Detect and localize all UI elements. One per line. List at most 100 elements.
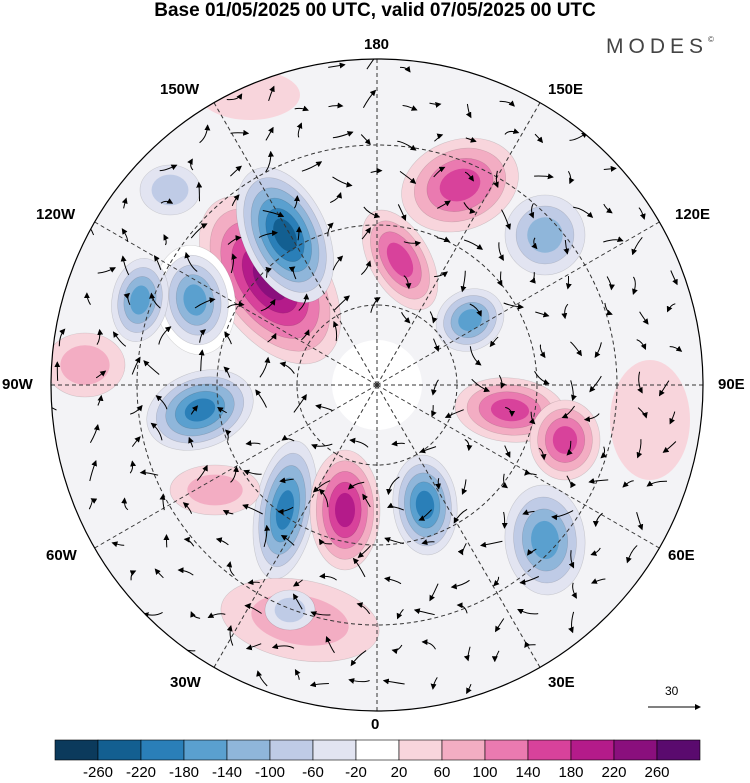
wind-arrow bbox=[294, 105, 309, 112]
wind-arrow bbox=[606, 276, 615, 291]
wind-arrow bbox=[131, 356, 141, 375]
anomaly-contour bbox=[60, 345, 110, 385]
wind-arrow bbox=[534, 370, 550, 385]
brand-mark: © bbox=[708, 35, 714, 44]
wind-arrow bbox=[298, 293, 310, 311]
colorbar-segment bbox=[613, 739, 658, 761]
wind-arrow bbox=[589, 375, 602, 393]
wind-arrow bbox=[265, 150, 274, 173]
wind-arrow bbox=[207, 612, 226, 618]
wind-arrow bbox=[263, 524, 271, 548]
lon-label-60e: 60E bbox=[668, 547, 695, 564]
wind-arrow bbox=[464, 171, 474, 182]
wind-arrow bbox=[215, 537, 229, 546]
wind-arrow bbox=[244, 603, 262, 614]
wind-arrow bbox=[139, 469, 159, 476]
wind-arrow bbox=[498, 242, 504, 261]
wind-arrow bbox=[315, 403, 333, 411]
wind-arrow bbox=[357, 545, 372, 559]
colorbar-tick-label: 140 bbox=[515, 764, 541, 781]
wind-arrow bbox=[524, 469, 537, 476]
colorbar-segment bbox=[441, 739, 486, 761]
wind-arrow bbox=[399, 65, 411, 73]
wind-arrow bbox=[421, 639, 436, 650]
wind-arrow bbox=[457, 543, 467, 556]
wind-arrow bbox=[231, 194, 240, 207]
page-title: Base 01/05/2025 00 UTC, valid 07/05/2025… bbox=[154, 0, 596, 21]
wind-arrow bbox=[433, 166, 446, 178]
meridian-line bbox=[376, 384, 664, 551]
lon-label-150e: 150E bbox=[548, 81, 584, 98]
wind-arrow bbox=[531, 237, 538, 250]
wind-arrow bbox=[347, 481, 365, 490]
wind-arrow bbox=[466, 683, 472, 695]
wind-arrow bbox=[534, 133, 544, 144]
wind-arrow bbox=[527, 548, 537, 556]
wind-arrow bbox=[293, 195, 300, 209]
wind-arrow bbox=[111, 541, 125, 548]
wind-arrow bbox=[453, 508, 468, 524]
wind-arrow bbox=[242, 504, 263, 515]
wind-arrow bbox=[397, 204, 407, 222]
meridian-line bbox=[211, 384, 378, 672]
wind-arrow bbox=[329, 192, 342, 204]
wind-arrow bbox=[190, 611, 201, 619]
wind-arrow bbox=[565, 275, 572, 290]
wind-arrow bbox=[196, 181, 203, 202]
wind-arrow bbox=[301, 329, 310, 341]
wind-arrow bbox=[499, 100, 515, 107]
wind-arrow bbox=[361, 227, 371, 240]
wind-arrow bbox=[96, 328, 104, 345]
wind-arrow bbox=[370, 297, 381, 313]
graticule bbox=[51, 59, 703, 711]
colorbar-tick-label: 100 bbox=[472, 764, 498, 781]
anomaly-contour bbox=[184, 398, 216, 422]
wind-arrow bbox=[296, 122, 303, 138]
wind-arrow bbox=[567, 170, 575, 185]
wind-arrow bbox=[631, 236, 643, 256]
wind-arrow bbox=[386, 476, 400, 496]
wind-arrow bbox=[319, 573, 337, 581]
wind-arrow bbox=[184, 251, 198, 272]
wind-arrow bbox=[325, 635, 335, 654]
wind-arrow bbox=[464, 439, 473, 452]
wind-arrow bbox=[566, 440, 573, 456]
wind-arrow bbox=[255, 389, 267, 408]
wind-arrow bbox=[465, 136, 477, 143]
lon-label-180: 180 bbox=[364, 36, 390, 53]
wind-arrow bbox=[230, 165, 242, 177]
wind-arrow bbox=[658, 380, 670, 397]
wind-arrow bbox=[318, 488, 329, 508]
reference-vector-label: 30 bbox=[665, 684, 679, 698]
wind-arrow bbox=[333, 320, 339, 342]
wind-arrow bbox=[456, 602, 468, 614]
wind-arrow bbox=[129, 460, 137, 474]
wind-arrow bbox=[387, 502, 404, 511]
colorbar-tick-label: -20 bbox=[345, 764, 367, 781]
colorbar-segment bbox=[97, 739, 142, 761]
wind-arrow bbox=[120, 255, 130, 276]
wind-arrow bbox=[496, 271, 503, 287]
wind-arrow bbox=[461, 479, 468, 495]
colorbar-tick-label: 260 bbox=[644, 764, 670, 781]
colorbar-tick-label: -260 bbox=[82, 764, 114, 781]
wind-arrow bbox=[224, 331, 232, 345]
wind-arrow bbox=[259, 356, 271, 378]
wind-arrow bbox=[529, 272, 536, 284]
meridian-line bbox=[376, 384, 543, 672]
wind-arrow bbox=[370, 167, 383, 174]
brand-name: MODES bbox=[606, 35, 709, 58]
colorbar-tick-label: 20 bbox=[390, 764, 408, 781]
wind-arrow bbox=[469, 346, 482, 366]
wind-arrow bbox=[198, 349, 205, 372]
wind-arrow bbox=[262, 210, 285, 218]
lon-label-150w: 150W bbox=[160, 81, 200, 98]
wind-arrow bbox=[539, 344, 546, 359]
wind-arrow bbox=[583, 413, 600, 423]
wind-arrow bbox=[318, 538, 332, 546]
wind-arrow bbox=[188, 436, 194, 448]
wind-arrow bbox=[489, 336, 499, 348]
wind-arrow bbox=[296, 226, 302, 241]
wind-arrow bbox=[568, 611, 575, 634]
wind-arrow bbox=[504, 445, 511, 458]
